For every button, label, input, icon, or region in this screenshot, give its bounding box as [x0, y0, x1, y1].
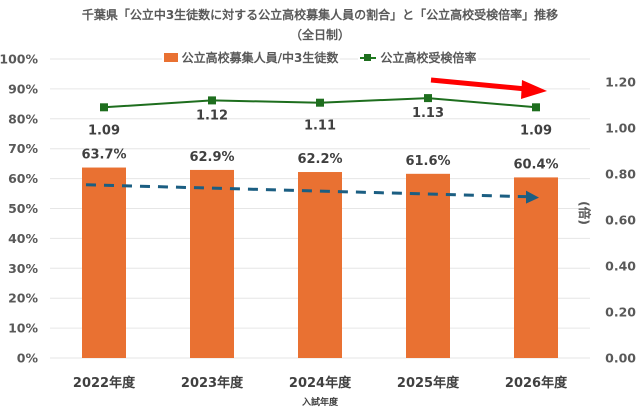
y-left-tick: 20%	[8, 291, 38, 306]
y-right-tick: 0.80	[605, 167, 636, 182]
bar	[514, 177, 558, 358]
x-tick-label: 2022年度	[73, 375, 136, 391]
y-right-tick: 0.60	[605, 213, 636, 228]
bar-data-label: 60.4%	[513, 157, 558, 172]
ratio-marker	[100, 103, 108, 112]
ratio-marker	[532, 103, 540, 112]
bar-data-label: 62.2%	[297, 152, 342, 167]
y-left-tick: 0%	[17, 351, 39, 366]
bar-data-label: 62.9%	[189, 150, 234, 165]
legend-item-line: 公立高校受検倍率	[358, 49, 479, 66]
ratio-data-label: 1.09	[520, 123, 552, 138]
x-tick-label: 2026年度	[505, 375, 568, 391]
ratio-marker	[424, 94, 432, 103]
bar	[298, 172, 342, 358]
y-left-tick: 30%	[8, 261, 38, 276]
y-left-tick: 70%	[8, 141, 38, 156]
legend-item-bar: 公立高校募集人員/中3生徒数	[161, 49, 341, 66]
chart-subtitle: （全日制）	[289, 28, 350, 42]
y-right-tick: 0.20	[605, 305, 636, 320]
x-axis-title: 入試年度	[301, 396, 339, 408]
legend: 公立高校募集人員/中3生徒数 公立高校受検倍率	[0, 49, 640, 66]
x-tick-label: 2024年度	[289, 375, 352, 391]
y-left-tick: 100%	[0, 52, 38, 67]
y-right-tick: 1.20	[605, 75, 636, 90]
y-left-tick: 80%	[8, 111, 38, 126]
y-right-tick: 1.00	[605, 121, 636, 136]
legend-line-label: 公立高校受検倍率	[380, 51, 477, 65]
x-tick-label: 2025年度	[397, 375, 460, 391]
x-tick-label: 2023年度	[181, 375, 244, 391]
bar-data-label: 61.6%	[405, 154, 450, 169]
ratio-data-label: 1.09	[88, 123, 120, 138]
bar	[190, 169, 234, 358]
trend-arrowhead-icon	[526, 190, 539, 204]
bar	[82, 167, 126, 358]
legend-bar-label: 公立高校募集人員/中3生徒数	[181, 51, 339, 65]
ratio-marker	[208, 96, 216, 105]
bar	[406, 173, 450, 358]
red-arrowhead-icon	[521, 80, 547, 99]
red-trend-line	[430, 77, 527, 92]
ratio-data-label: 1.11	[304, 119, 336, 134]
y-left-tick: 90%	[8, 81, 38, 96]
bar-swatch-icon	[163, 53, 178, 62]
line-marker-icon	[360, 53, 377, 62]
trend-dashed-line	[85, 183, 527, 199]
y-left-tick: 50%	[8, 201, 38, 216]
y-left-tick: 40%	[8, 231, 38, 246]
ratio-data-label: 1.13	[412, 106, 444, 121]
y-left-tick: 60%	[8, 171, 38, 186]
y-right-axis-title: (倍)	[577, 201, 592, 225]
ratio-data-label: 1.12	[196, 108, 228, 123]
y-left-tick: 10%	[8, 321, 38, 336]
ratio-marker	[316, 98, 324, 107]
chart-title: 千葉県「公立中3生徒数に対する公立高校募集人員の割合」と「公立高校受検倍率」推移	[81, 8, 559, 22]
bar-data-label: 63.7%	[81, 148, 126, 163]
y-right-tick: 0.40	[605, 259, 636, 274]
y-right-tick: 0.00	[605, 351, 636, 366]
